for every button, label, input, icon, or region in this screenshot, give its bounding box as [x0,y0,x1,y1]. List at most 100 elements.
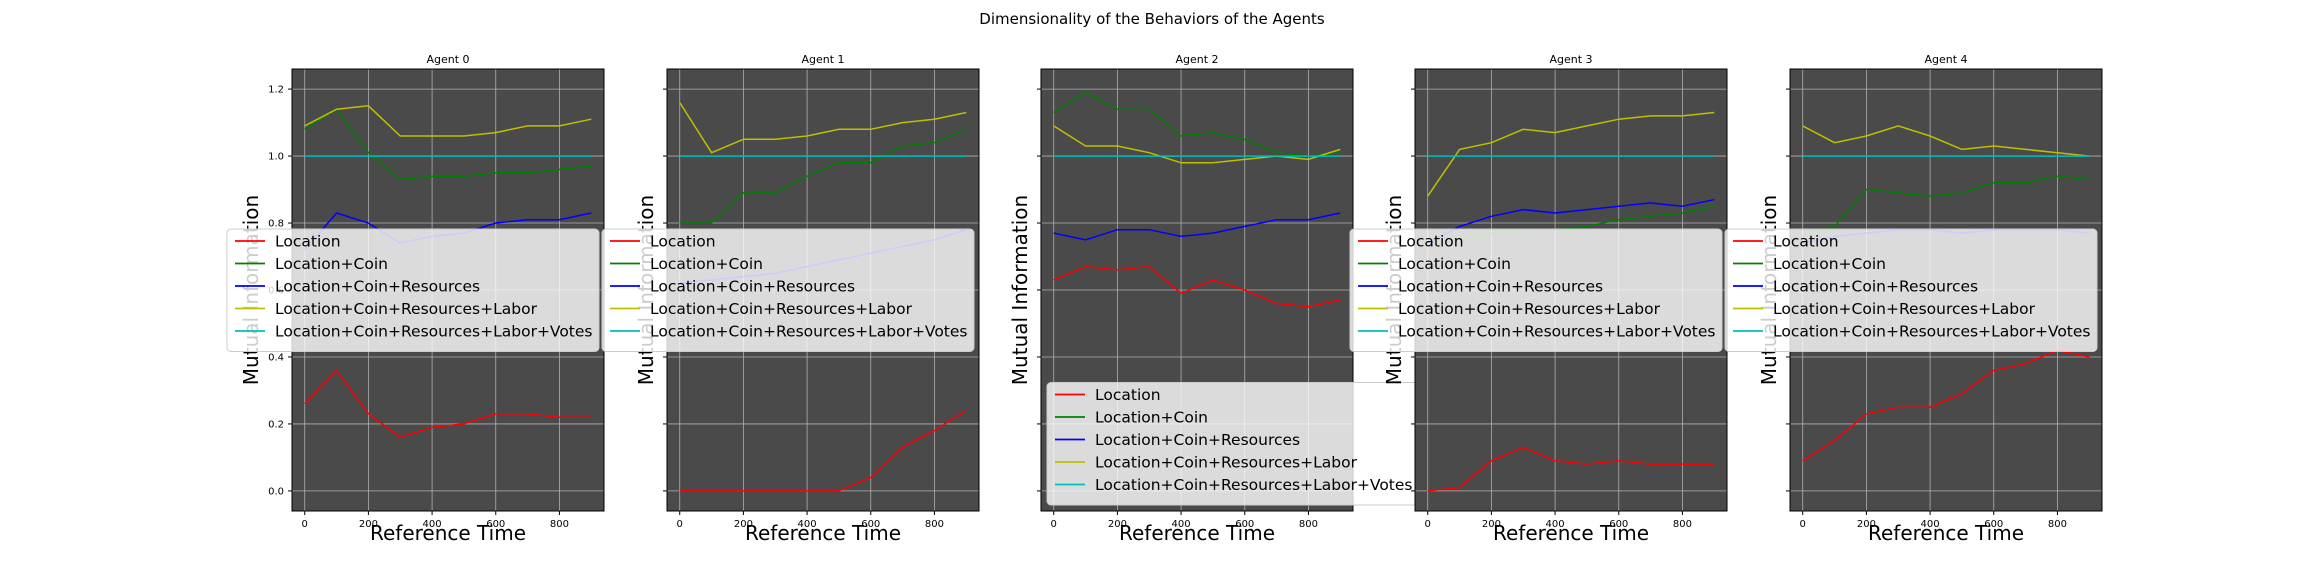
legend-label: Location+Coin+Resources+Labor+Votes [1095,476,1413,494]
x-tick-label: 200 [734,519,753,530]
x-axis-label: Reference Time [1119,521,1275,545]
x-tick-label: 400 [798,519,817,530]
series-line-3 [1802,125,2090,157]
subplot-agent-0: 02004006008000.00.20.40.60.81.01.2Agent … [226,53,605,545]
legend: Location Location+Coin Location+Coin+Resou… [1046,382,1420,506]
legend-label: Location+Coin+Resources+Labor+Votes [1398,323,1716,341]
series-line-1 [679,128,967,224]
legend-label: Location+Coin [275,255,388,273]
legend-label: Location+Coin+Resources [650,278,855,296]
x-tick-label: 400 [1921,519,1940,530]
legend-label: Location+Coin+Resources+Labor [275,300,538,318]
subplot-title: Agent 4 [1924,53,1967,66]
x-tick-label: 800 [1299,519,1318,530]
series-line-1 [1802,175,2090,238]
y-axis-label: Mutual Information [1008,195,1032,385]
x-axis-label: Reference Time [370,521,526,545]
series-line-0 [1053,265,1341,308]
x-tick-label: 0 [677,519,683,530]
legend-box [226,228,600,352]
legend-label: Location [1773,233,1839,251]
legend-label: Location+Coin+Resources+Labor+Votes [650,323,968,341]
x-tick-label: 200 [359,519,378,530]
subplot-title: Agent 0 [426,53,469,66]
legend-label: Location [650,233,716,251]
series-line-1 [304,108,592,181]
legend-label: Location+Coin [1095,409,1208,427]
series-line-0 [679,409,967,492]
y-tick-label: 0.4 [268,352,284,363]
x-tick-label: 0 [1800,519,1806,530]
legend-label: Location+Coin [1398,255,1511,273]
x-tick-label: 800 [1673,519,1692,530]
legend-box [1724,228,2098,352]
legend-label: Location [1398,233,1464,251]
series-line-1 [1053,91,1341,157]
x-tick-label: 200 [1857,519,1876,530]
series-line-3 [1427,111,1715,197]
y-tick-label: 1.2 [268,85,284,96]
subplots: 02004006008000.00.20.40.60.81.01.2Agent … [226,53,2103,545]
y-tick-label: 1.0 [268,152,284,163]
series-line-0 [1802,349,2090,462]
x-tick-label: 800 [550,519,569,530]
series-line-3 [1053,125,1341,164]
legend-box [1349,228,1723,352]
legend-label: Location+Coin [1773,255,1886,273]
legend: Location Location+Coin Location+Coin+Resou… [1349,228,1723,352]
x-tick-label: 600 [486,519,505,530]
figure-title: Dimensionality of the Behaviors of the A… [979,10,1325,28]
series-line-3 [679,102,967,154]
series-line-3 [304,105,592,137]
legend-label: Location+Coin+Resources+Labor+Votes [1773,323,2091,341]
subplot-title: Agent 2 [1175,53,1218,66]
legend-label: Location [1095,386,1161,404]
legend-box [601,228,975,352]
y-tick-label: 0.2 [268,419,284,430]
series-line-2 [1427,198,1715,244]
legend: Location Location+Coin Location+Coin+Resou… [226,228,600,352]
x-axis-label: Reference Time [745,521,901,545]
x-tick-label: 600 [861,519,880,530]
legend-label: Location [275,233,341,251]
x-tick-label: 0 [302,519,308,530]
legend-label: Location+Coin+Resources+Labor [1773,300,2036,318]
series-line-0 [1427,446,1715,492]
x-tick-label: 200 [1108,519,1127,530]
x-axis-label: Reference Time [1868,521,2024,545]
legend-label: Location+Coin+Resources+Labor [650,300,913,318]
x-tick-label: 400 [423,519,442,530]
legend-label: Location+Coin+Resources+Labor [1398,300,1661,318]
legend: Location Location+Coin Location+Coin+Resou… [1724,228,2098,352]
y-tick-label: 0.0 [268,486,284,497]
x-axis-label: Reference Time [1493,521,1649,545]
x-tick-label: 600 [1609,519,1628,530]
x-tick-label: 0 [1051,519,1057,530]
x-tick-label: 400 [1172,519,1191,530]
legend-label: Location+Coin+Resources+Labor+Votes [275,323,593,341]
series-line-0 [304,369,592,439]
x-tick-label: 200 [1482,519,1501,530]
y-tick-label: 0.8 [268,219,284,230]
legend-label: Location+Coin+Resources [1398,278,1603,296]
x-tick-label: 0 [1425,519,1431,530]
series-line-2 [1053,212,1341,241]
legend: Location Location+Coin Location+Coin+Resou… [601,228,975,352]
legend-label: Location+Coin+Resources [1095,431,1300,449]
legend-label: Location+Coin [650,255,763,273]
x-tick-label: 800 [925,519,944,530]
x-tick-label: 800 [2048,519,2067,530]
legend-label: Location+Coin+Resources [275,278,480,296]
subplot-agent-2: 0 200 400 600 800 Agent 2 Reference Time Mutual… [1008,53,1420,545]
legend-label: Location+Coin+Resources [1773,278,1978,296]
x-tick-label: 600 [1235,519,1254,530]
legend-label: Location+Coin+Resources+Labor [1095,454,1358,472]
x-tick-label: 400 [1546,519,1565,530]
subplot-title: Agent 1 [801,53,844,66]
subplot-title: Agent 3 [1549,53,1592,66]
